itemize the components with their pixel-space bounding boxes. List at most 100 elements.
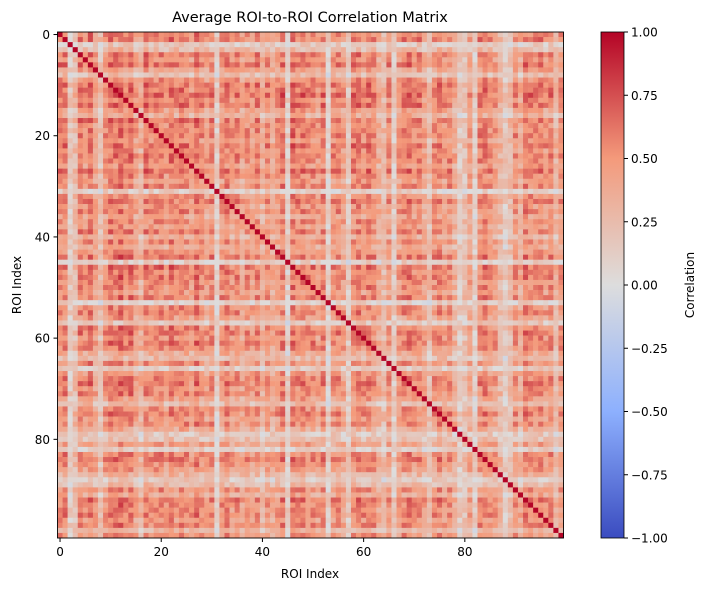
heatmap-cell	[376, 143, 382, 149]
heatmap-cell	[391, 107, 397, 114]
heatmap-cell	[381, 178, 387, 185]
heatmap-cell	[295, 274, 301, 281]
heatmap-cell	[128, 77, 134, 83]
heatmap-cell	[558, 209, 564, 215]
heatmap-cell	[340, 87, 347, 94]
heatmap-cell	[416, 47, 423, 53]
heatmap-cell	[219, 153, 225, 159]
heatmap-cell	[300, 219, 306, 225]
heatmap-cell	[300, 239, 306, 245]
heatmap-cell	[173, 62, 180, 68]
heatmap-cell	[194, 87, 200, 94]
heatmap-cell	[447, 97, 453, 104]
heatmap-cell	[234, 42, 240, 48]
heatmap-cell	[153, 239, 159, 245]
heatmap-cell	[239, 274, 246, 281]
heatmap-cell	[153, 77, 159, 83]
heatmap-cell	[133, 42, 139, 48]
heatmap-cell	[249, 209, 256, 215]
heatmap-cell	[143, 158, 149, 164]
heatmap-cell	[189, 72, 195, 78]
heatmap-cell	[254, 72, 261, 78]
heatmap-cell	[62, 123, 68, 129]
heatmap-cell	[371, 82, 377, 88]
heatmap-cell	[386, 249, 392, 255]
heatmap-cell	[543, 244, 549, 250]
heatmap-cell	[376, 87, 382, 94]
heatmap-cell	[92, 163, 99, 169]
heatmap-cell	[452, 107, 458, 114]
heatmap-cell	[482, 224, 488, 230]
heatmap-cell	[467, 128, 473, 134]
heatmap-cell	[138, 67, 144, 73]
heatmap-cell	[487, 72, 493, 78]
heatmap-cell	[431, 249, 438, 255]
heatmap-cell	[285, 173, 291, 180]
heatmap-cell	[533, 178, 539, 185]
heatmap-cell	[275, 244, 281, 250]
heatmap-cell	[528, 234, 534, 240]
heatmap-cell	[553, 249, 559, 255]
heatmap-cell	[452, 128, 458, 134]
heatmap-cell	[411, 47, 418, 53]
heatmap-cell	[558, 153, 564, 159]
heatmap-cell	[401, 92, 407, 99]
heatmap-cell	[376, 92, 382, 99]
heatmap-cell	[411, 128, 418, 134]
heatmap-cell	[426, 107, 433, 114]
heatmap-cell	[219, 47, 225, 53]
heatmap-cell	[158, 224, 165, 230]
heatmap-cell	[199, 173, 205, 180]
heatmap-cell	[214, 239, 220, 245]
heatmap-cell	[401, 224, 407, 230]
heatmap-cell	[391, 244, 397, 250]
heatmap-cell	[517, 138, 524, 144]
heatmap-cell	[426, 249, 433, 255]
heatmap-cell	[178, 123, 185, 129]
heatmap-cell	[249, 198, 256, 205]
heatmap-cell	[507, 47, 514, 53]
heatmap-cell	[437, 133, 443, 139]
heatmap-cell	[366, 239, 372, 245]
heatmap-cell	[492, 239, 499, 245]
heatmap-cell	[270, 143, 276, 149]
heatmap-cell	[219, 198, 225, 205]
heatmap-cell	[558, 204, 564, 210]
heatmap-cell	[133, 158, 139, 164]
heatmap-cell	[543, 92, 549, 99]
heatmap-cell	[224, 264, 230, 271]
heatmap-cell	[204, 183, 210, 190]
heatmap-cell	[305, 133, 311, 139]
heatmap-cell	[325, 188, 332, 195]
heatmap-cell	[158, 274, 165, 281]
heatmap-cell	[345, 168, 352, 174]
heatmap-cell	[487, 112, 493, 119]
heatmap-cell	[275, 209, 281, 215]
heatmap-cell	[411, 239, 418, 245]
heatmap-cell	[280, 112, 286, 119]
heatmap-cell	[229, 214, 235, 220]
heatmap-cell	[482, 219, 488, 225]
heatmap-cell	[467, 229, 473, 235]
heatmap-cell	[396, 183, 402, 190]
heatmap-cell	[204, 198, 210, 205]
heatmap-cell	[118, 32, 124, 38]
heatmap-cell	[447, 219, 453, 225]
heatmap-cell	[507, 264, 514, 271]
heatmap-cell	[234, 279, 240, 286]
heatmap-cell	[416, 102, 423, 109]
heatmap-cell	[153, 32, 159, 38]
heatmap-cell	[62, 234, 68, 240]
heatmap-cell	[249, 214, 256, 220]
heatmap-cell	[113, 107, 119, 114]
heatmap-cell	[62, 244, 68, 250]
heatmap-cell	[97, 67, 104, 73]
heatmap-cell	[492, 97, 499, 104]
heatmap-cell	[295, 188, 301, 195]
heatmap-cell	[219, 52, 225, 58]
heatmap-cell	[57, 42, 63, 48]
heatmap-cell	[492, 234, 499, 240]
heatmap-cell	[381, 118, 387, 124]
heatmap-cell	[264, 62, 271, 68]
heatmap-cell	[335, 148, 342, 154]
